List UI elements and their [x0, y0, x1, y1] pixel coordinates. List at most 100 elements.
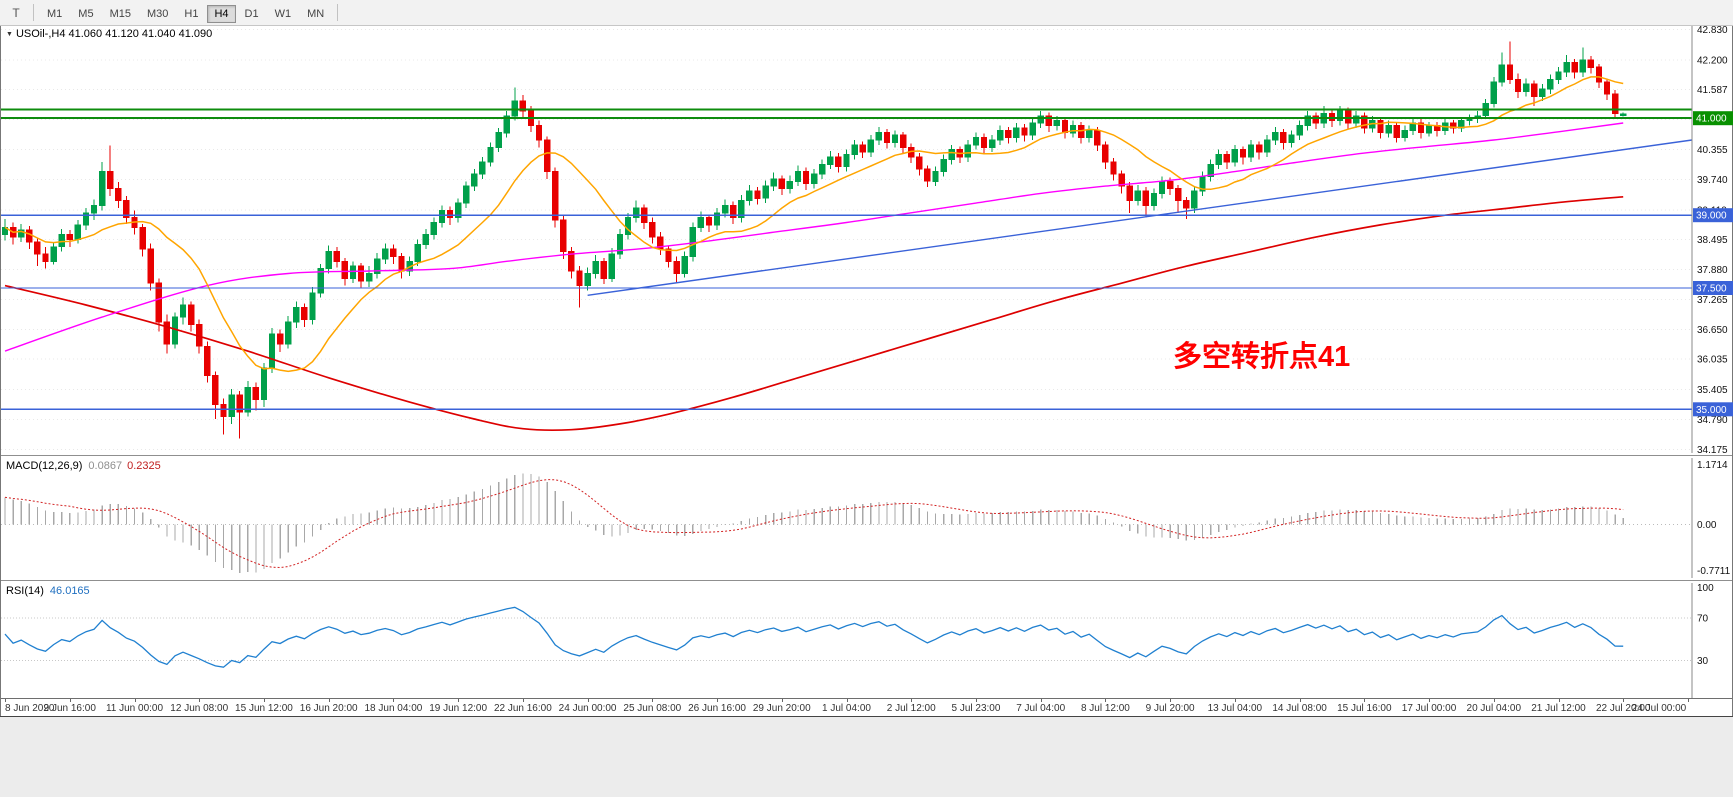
- svg-text:36.650: 36.650: [1697, 325, 1728, 336]
- time-label: 2 Jul 12:00: [886, 703, 936, 714]
- time-tick: [5, 699, 6, 702]
- time-label: 9 Jul 20:00: [1145, 703, 1195, 714]
- window-bottom-area: [0, 716, 1733, 797]
- svg-text:35.405: 35.405: [1697, 385, 1728, 396]
- horizontal-lines: [1, 108, 1692, 410]
- time-tick: [911, 699, 913, 702]
- ma-mid-line: [4, 122, 1624, 352]
- timeframe-W1[interactable]: W1: [274, 7, 292, 20]
- svg-text:42.830: 42.830: [1697, 26, 1728, 36]
- main-chart-canvas[interactable]: 多空转折点4142.83042.20041.58740.97040.35539.…: [1, 26, 1733, 453]
- time-label: 1 Jul 04:00: [822, 703, 871, 714]
- macd-signal-value: 0.2325: [127, 460, 161, 472]
- macd-signal-line: [4, 479, 1624, 569]
- time-label: 15 Jun 12:00: [235, 703, 293, 714]
- timeframe-M30[interactable]: M30: [146, 7, 169, 20]
- rsi-pane: RSI(14) 46.0165 100 70 30: [1, 583, 1732, 698]
- chevron-down-icon[interactable]: ▼: [6, 31, 13, 38]
- macd-header: MACD(12,26,9) 0.0867 0.2325: [6, 460, 161, 472]
- timeframe-H4[interactable]: H4: [207, 4, 236, 23]
- time-tick: [652, 699, 654, 702]
- svg-text:36.035: 36.035: [1697, 355, 1728, 366]
- time-tick: [393, 699, 395, 702]
- timeframe-M15[interactable]: M15: [109, 7, 131, 20]
- toolbar-separator: [337, 4, 339, 21]
- macd-main-value: 0.0867: [88, 460, 123, 472]
- time-tick: [134, 699, 136, 702]
- time-label: 9 Jun 16:00: [43, 703, 96, 714]
- svg-text:-0.7711: -0.7711: [1697, 566, 1731, 577]
- time-tick: [264, 699, 265, 702]
- rsi-line: [4, 606, 1624, 668]
- svg-text:37.265: 37.265: [1697, 295, 1728, 306]
- annotation-text: 多空转折点41: [1173, 339, 1350, 373]
- time-tick: [1170, 699, 1172, 702]
- time-tick: [846, 699, 848, 702]
- svg-text:39.740: 39.740: [1697, 175, 1728, 186]
- time-label: 25 Jun 08:00: [623, 703, 682, 714]
- time-tick: [717, 699, 718, 702]
- time-tick: [1493, 699, 1495, 702]
- time-tick: [1040, 699, 1042, 702]
- timeframe-M1[interactable]: M1: [47, 7, 63, 20]
- time-label: 22 Jul 20:00: [1595, 703, 1651, 714]
- time-label: 16 Jun 20:00: [299, 703, 358, 714]
- timeframe-buttons: M1 M5 M15 M30 H1 H4 D1 W1 MN: [39, 4, 332, 23]
- time-tick: [1688, 699, 1689, 702]
- svg-text:42.200: 42.200: [1697, 56, 1728, 67]
- trendline: [587, 139, 1693, 296]
- rsi-label: RSI(14): [6, 585, 44, 597]
- svg-text:30: 30: [1697, 656, 1709, 667]
- main-pane: ▼ USOil-,H4 41.060 41.120 41.040 41.090 多…: [1, 26, 1733, 453]
- rsi-canvas[interactable]: 100 70 30: [1, 583, 1733, 698]
- svg-text:41.000: 41.000: [1696, 114, 1727, 125]
- macd-histogram: [4, 473, 1624, 573]
- time-tick: [1105, 699, 1107, 702]
- svg-text:38.495: 38.495: [1697, 235, 1728, 246]
- time-label: 18 Jun 04:00: [364, 703, 423, 714]
- time-label: 7 Jul 04:00: [1016, 703, 1066, 714]
- time-tick: [1623, 699, 1625, 702]
- svg-text:35.000: 35.000: [1696, 405, 1727, 416]
- time-label: 8 Jun 2020: [5, 703, 55, 714]
- price-grid: [1, 28, 1692, 450]
- macd-label: MACD(12,26,9): [6, 460, 83, 472]
- time-label: 17 Jul 00:00: [1401, 703, 1457, 714]
- time-label: 15 Jul 16:00: [1337, 703, 1392, 714]
- time-label: 12 Jun 08:00: [170, 703, 229, 714]
- time-label: 26 Jun 16:00: [688, 703, 746, 714]
- svg-text:37.500: 37.500: [1696, 284, 1727, 295]
- svg-text:41.587: 41.587: [1697, 85, 1728, 96]
- time-label: 13 Jul 04:00: [1207, 703, 1263, 714]
- svg-text:70: 70: [1697, 614, 1709, 625]
- time-tick: [976, 699, 977, 702]
- svg-text:0.00: 0.00: [1697, 520, 1717, 531]
- time-label: 8 Jul 12:00: [1080, 703, 1130, 714]
- text-tool[interactable]: T: [12, 5, 20, 20]
- time-label: 24 Jul 00:00: [1631, 703, 1687, 714]
- svg-text:40.355: 40.355: [1697, 145, 1728, 156]
- pane-resize-divider[interactable]: [1, 578, 1732, 583]
- time-tick: [781, 699, 783, 702]
- time-tick: [328, 699, 330, 702]
- timeframe-D1[interactable]: D1: [244, 7, 259, 20]
- time-tick: [199, 699, 201, 702]
- svg-text:1.1714: 1.1714: [1697, 460, 1728, 471]
- chart-window: ▼ USOil-,H4 41.060 41.120 41.040 41.090 多…: [0, 26, 1733, 717]
- time-label: 20 Jul 04:00: [1466, 703, 1522, 714]
- time-tick: [458, 699, 460, 702]
- timeframe-H1[interactable]: H1: [184, 7, 199, 20]
- time-tick: [587, 699, 589, 702]
- time-label: 5 Jul 23:00: [951, 703, 1001, 714]
- pane-resize-divider[interactable]: [1, 453, 1732, 458]
- time-axis[interactable]: 8 Jun 2020 9 Jun 16:00 11 Jun 00:00 12 Jun …: [1, 698, 1732, 717]
- symbol-ohlc-text: USOil-,H4 41.060 41.120 41.040 41.090: [15, 28, 213, 40]
- time-tick: [1234, 699, 1236, 702]
- time-tick: [1558, 699, 1560, 702]
- macd-canvas[interactable]: 1.1714 0.00 -0.7711: [1, 458, 1733, 578]
- timeframe-MN[interactable]: MN: [307, 7, 325, 20]
- rsi-header: RSI(14) 46.0165: [6, 585, 90, 597]
- time-label: 19 Jun 12:00: [429, 703, 488, 714]
- timeframe-M5[interactable]: M5: [78, 7, 94, 20]
